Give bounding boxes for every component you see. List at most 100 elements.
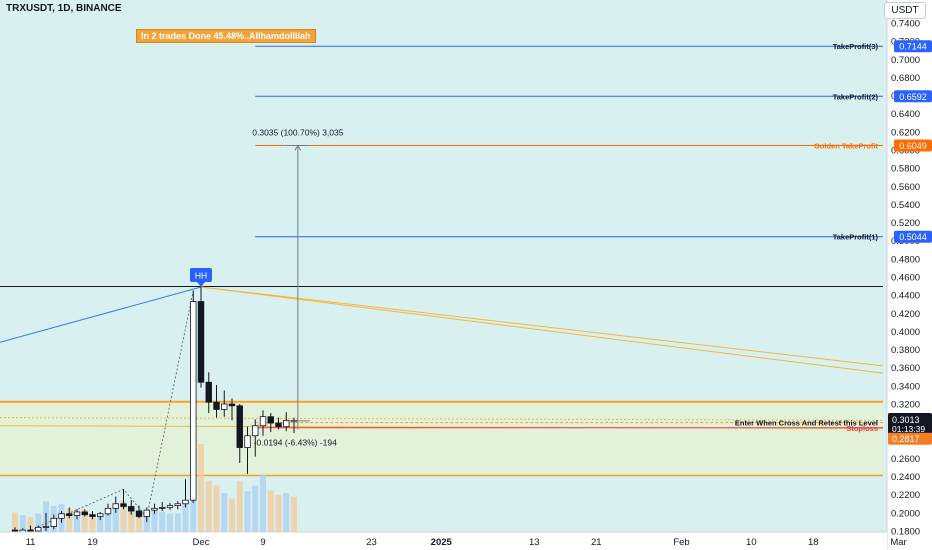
time-tick: 9 [260,537,265,548]
candle-body[interactable] [259,416,267,427]
current-price-text: 0.3013 [892,415,920,425]
candle-body[interactable] [182,499,189,505]
time-tick: 13 [529,537,540,548]
time-tick: Mar [890,537,906,548]
candle-body[interactable] [166,505,174,508]
downtrend-line-upper[interactable] [200,286,884,367]
candle-body[interactable] [221,403,228,410]
candle-body[interactable] [128,506,135,512]
volume-bar [35,513,42,532]
uptrend-line[interactable] [0,286,202,343]
time-tick: 2025 [431,537,453,548]
candle-body[interactable] [27,529,34,532]
candle-body[interactable] [275,422,282,428]
price-tick: 0.1800 [891,527,920,538]
price-tick: 0.6400 [891,109,920,120]
candle-body[interactable] [135,510,143,517]
volume-bar [182,504,189,532]
time-tick: 19 [87,537,98,548]
price-tick: 0.4400 [891,291,920,302]
candle-body[interactable] [66,513,73,516]
candle-body[interactable] [151,507,158,511]
stoploss-label: Stoploss [846,424,878,433]
price-tick: 0.2400 [891,472,920,483]
measure-tools: 0.3035 (100.70%) 3,035 -0.0194 (-6.43%) -… [252,128,343,448]
candle-body[interactable] [112,503,119,509]
candle-body[interactable] [120,503,127,507]
candle-body[interactable] [228,403,236,407]
take-profit-2-price-tag [894,90,932,103]
price-tick: 0.6200 [891,127,920,138]
candle-body[interactable] [236,405,243,448]
volume-bar [97,515,104,532]
price-tick: 0.4600 [891,273,920,284]
price-tick: 0.4800 [891,254,920,265]
time-tick: Dec [193,537,210,548]
take-profit-2-label: TakeProfit(2) [833,92,879,101]
volume-bar [159,511,166,532]
hh-badge[interactable] [190,268,212,282]
candle-body[interactable] [190,301,197,501]
time-tick: 21 [591,537,602,548]
candle-body[interactable] [58,513,65,519]
volume-bar [236,481,243,532]
dotted-support-line[interactable] [0,417,884,421]
price-tick: 0.5400 [891,200,920,211]
currency-badge[interactable]: USDT [884,2,926,19]
candle-body[interactable] [205,381,212,403]
downtrend-line-lower[interactable] [200,286,884,374]
current-price-tag [888,412,932,434]
take-profit-1-price-text: 0.5044 [899,232,927,242]
measure-down-label: -0.0194 (-6.43%) -194 [254,437,337,447]
candle-body[interactable] [35,526,42,532]
candle-body[interactable] [283,419,290,428]
marker-price-text: 0.2817 [892,434,920,444]
volume-bar [74,511,80,532]
time-axis: 11 19 Dec 9 23 2025 13 21 Feb 10 18 Mar [0,531,907,550]
candle-body[interactable] [252,425,259,437]
candle-body[interactable] [50,517,57,527]
candle-body[interactable] [159,507,166,509]
candle-body[interactable] [81,511,88,516]
candle-body[interactable] [197,301,205,383]
volume-bar [105,507,111,532]
price-tick: 0.7400 [891,19,920,30]
time-tick: 23 [366,537,377,548]
candle-body[interactable] [213,401,220,410]
volume-bar [128,511,135,532]
candle-body[interactable] [42,526,50,528]
volume-bar [120,500,127,532]
candle-body[interactable] [97,513,104,517]
price-tick: 0.5800 [891,164,920,175]
pattern-dotted-line[interactable] [30,290,194,531]
candle-body[interactable] [89,514,96,517]
volume-bar [66,508,73,532]
candle-body[interactable] [104,507,112,515]
trade-annotation[interactable]: In 2 trades Done 45.48%..Allhamdollilah [136,29,316,43]
price-tick: 0.3600 [891,363,920,374]
candle-body[interactable] [174,503,181,506]
hh-label: HH [195,271,207,281]
take-profit-3-price-text: 0.7144 [899,42,927,52]
volume-bars [12,444,297,532]
candles: HH [11,268,298,535]
candle-body[interactable] [143,509,150,517]
volume-bar [190,474,197,532]
golden-take-profit-price-text: 0.6049 [899,141,927,151]
take-profit-1-label: TakeProfit(1) [833,233,879,242]
volume-bar [205,481,212,532]
price-tick: 0.7000 [891,55,920,66]
hh-badge-pointer [197,282,205,287]
take-profit-1-price-tag [894,230,932,243]
price-tick: 0.4000 [891,327,920,338]
trend-lines [0,286,884,531]
volume-bar [143,513,150,532]
plot-area [0,286,883,477]
volume-bar [81,509,88,532]
candle-body[interactable] [267,416,274,424]
candle-body[interactable] [244,435,251,448]
time-axis-bg [0,532,887,550]
candle-body[interactable] [73,511,81,516]
price-tick: 0.3800 [891,345,920,356]
